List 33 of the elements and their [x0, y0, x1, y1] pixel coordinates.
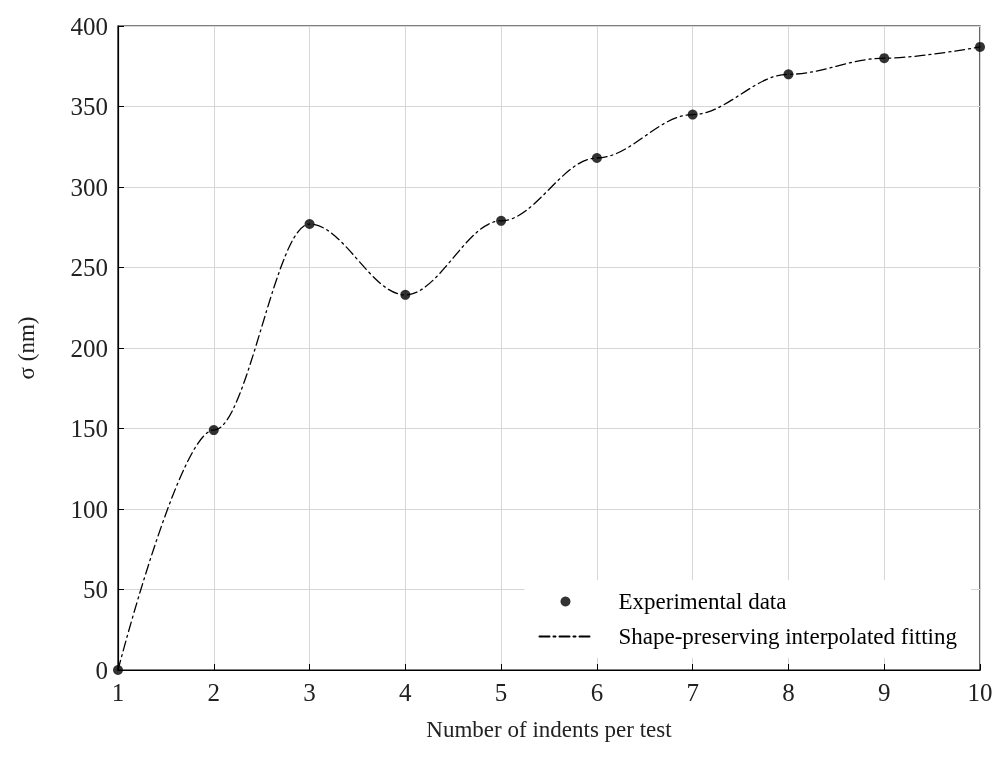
- point: [496, 215, 507, 226]
- x-tick-label: 7: [686, 679, 699, 706]
- y-tick-label: 50: [83, 576, 108, 603]
- legend-label: Experimental data: [618, 589, 787, 614]
- point: [113, 665, 123, 675]
- point: [687, 109, 698, 120]
- point: [591, 153, 602, 164]
- x-axis-title: Number of indents per test: [426, 717, 673, 742]
- x-tick-label: 10: [967, 679, 993, 706]
- y-tick-label: 100: [70, 495, 108, 523]
- x-tick-label: 1: [111, 679, 125, 706]
- x-tick-label: 4: [399, 679, 413, 706]
- x-tick-label: 3: [303, 679, 316, 706]
- y-tick-label: 400: [70, 12, 108, 40]
- y-tick-label: 300: [70, 173, 108, 201]
- x-tick-label: 2: [207, 679, 221, 706]
- point: [208, 425, 219, 436]
- point: [783, 69, 794, 80]
- x-tick-label: 9: [877, 679, 891, 706]
- point: [304, 219, 315, 230]
- point: [400, 289, 411, 300]
- x-tick-label: 8: [782, 679, 795, 706]
- point: [975, 41, 985, 52]
- legend-label: Shape-preserving interpolated fitting: [618, 624, 958, 649]
- y-tick-label: 0: [95, 656, 108, 684]
- x-tick-label: 5: [494, 679, 508, 706]
- y-tick-label: 200: [70, 334, 108, 362]
- y-tick-label: 350: [70, 93, 108, 120]
- y-tick-label: 150: [70, 415, 108, 442]
- y-tick-label: 250: [70, 254, 108, 281]
- point: [879, 53, 890, 64]
- x-tick-label: 6: [590, 679, 604, 706]
- y-axis-title: σ (nm): [14, 316, 39, 380]
